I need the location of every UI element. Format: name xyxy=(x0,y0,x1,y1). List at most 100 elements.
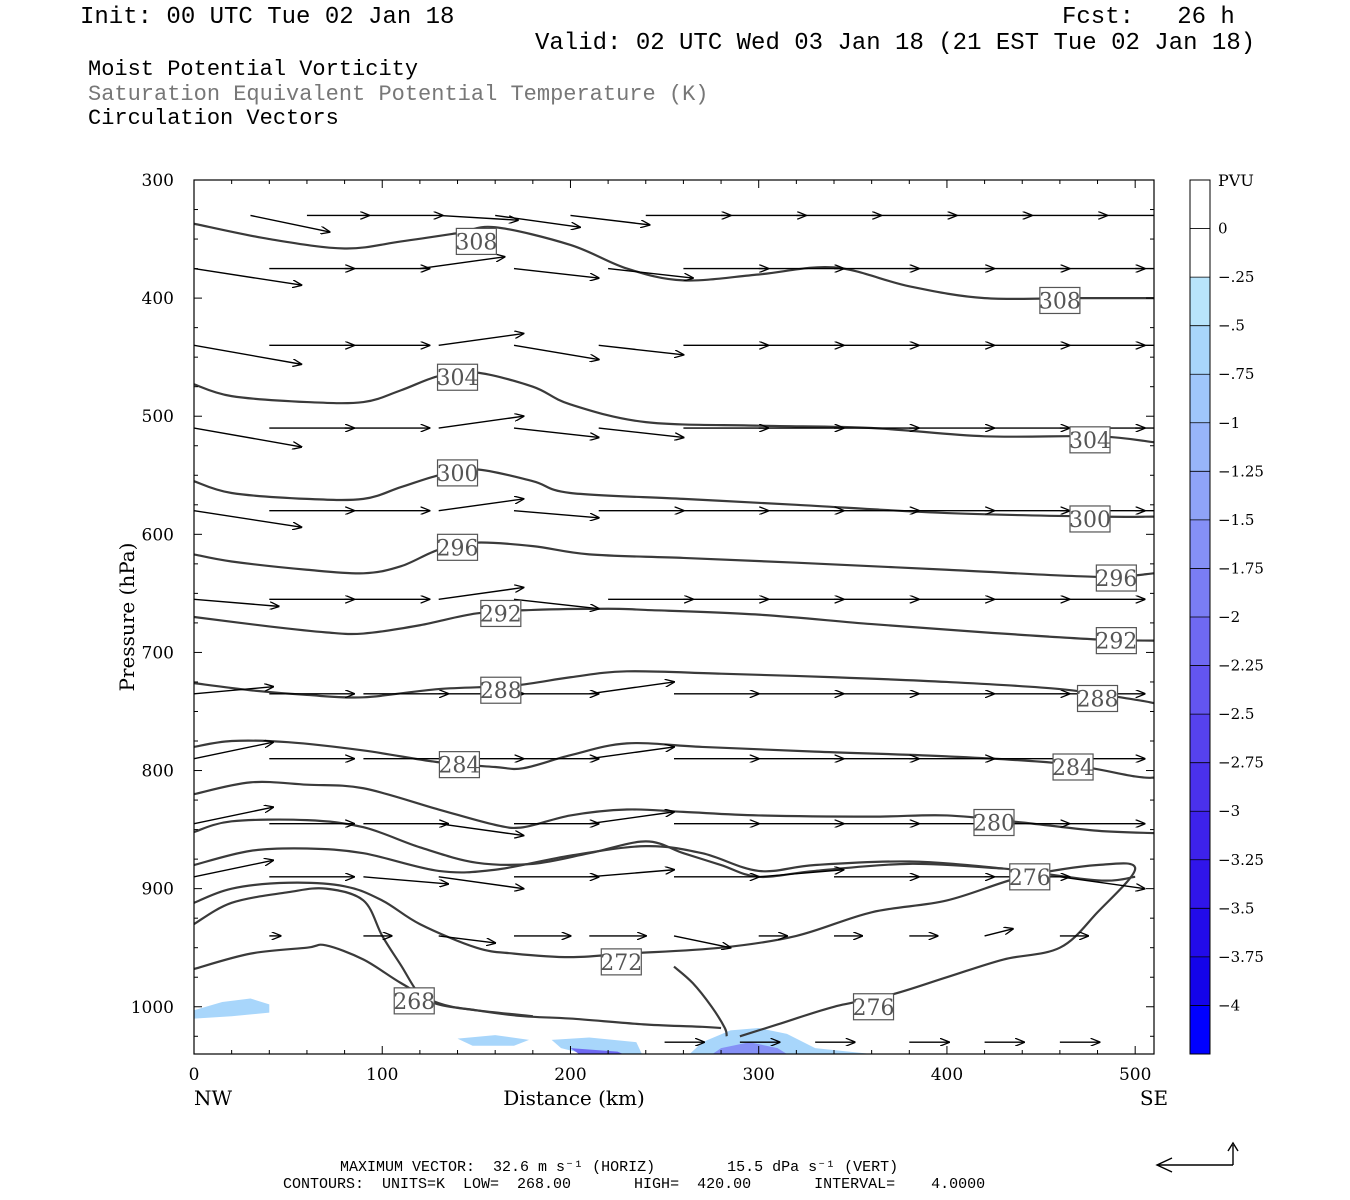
pv-region-2 xyxy=(551,1037,642,1054)
theta-contour-284 xyxy=(194,739,1154,779)
contour-label: 308 xyxy=(455,230,497,255)
colorbar-level-label: −3.25 xyxy=(1218,851,1264,869)
colorbar-level-label: −2 xyxy=(1218,608,1240,626)
contour-label-box xyxy=(438,751,481,779)
theta-contour-268 xyxy=(194,887,533,1018)
colorbar-level-label: −.25 xyxy=(1218,268,1254,286)
colorbar-swatch xyxy=(1190,1005,1210,1054)
colorbar-swatch xyxy=(1190,908,1210,957)
pv-region-3 xyxy=(689,1028,1154,1054)
contour-label: 284 xyxy=(438,754,480,779)
contour-label-box xyxy=(1095,627,1137,655)
contour-label: 288 xyxy=(480,679,522,704)
plot-layer xyxy=(194,214,1154,1054)
contour-label-box xyxy=(480,599,522,628)
contour-label-box xyxy=(973,808,1015,837)
colorbar-level-label: −2.5 xyxy=(1218,705,1254,723)
circulation-vector xyxy=(438,334,524,347)
colorbar-level-label: −4 xyxy=(1218,996,1240,1014)
circulation-vector xyxy=(194,598,279,606)
circulation-vector xyxy=(570,214,649,224)
x-end-label-se: SE xyxy=(1140,1086,1168,1110)
x-tick-label: 100 xyxy=(366,1065,398,1085)
colorbar-swatch xyxy=(1190,665,1210,715)
contour-label-box xyxy=(1095,564,1137,592)
x-tick-label: 300 xyxy=(742,1065,774,1085)
circulation-vector xyxy=(589,870,674,878)
contour-label: 268 xyxy=(393,990,435,1015)
circulation-vector xyxy=(758,870,844,878)
y-tick-label: 700 xyxy=(142,643,174,663)
contour-label: 308 xyxy=(1039,289,1081,314)
contour-label-box xyxy=(436,533,479,561)
circulation-vector xyxy=(438,876,524,889)
contour-info-note: CONTOURS: UNITS=K LOW= 268.00 HIGH= 420.… xyxy=(283,1176,986,1193)
contour-label-box xyxy=(1052,753,1094,781)
contour-label-box xyxy=(393,987,435,1015)
contour-label-box xyxy=(1039,286,1081,315)
colorbar-swatch xyxy=(1190,422,1210,472)
y-tick-label: 900 xyxy=(142,880,174,900)
forecast-hour: Fcst: 26 h xyxy=(1062,4,1235,31)
field-title-pv: Moist Potential Vorticity xyxy=(88,57,419,82)
circulation-vector xyxy=(438,214,518,220)
circulation-vector xyxy=(194,807,273,825)
circulation-vector xyxy=(438,822,524,836)
contour-label-box xyxy=(1069,426,1111,454)
circulation-vector xyxy=(513,427,599,437)
contour-label: 304 xyxy=(1069,429,1111,454)
circulation-vector xyxy=(1059,876,1145,889)
theta-contour-308 xyxy=(194,222,1154,301)
theta-contour-296 xyxy=(194,541,1154,578)
circulation-vector xyxy=(598,427,684,437)
contour-label: 292 xyxy=(480,602,522,627)
colorbar-level-label: −.75 xyxy=(1218,365,1254,383)
colorbar-swatch xyxy=(1190,811,1210,860)
colorbar-swatch xyxy=(1190,471,1210,520)
circulation-vector xyxy=(589,747,674,760)
circulation-vector xyxy=(194,510,301,528)
theta-contour-304 xyxy=(194,370,1154,444)
x-tick-label: 400 xyxy=(931,1065,963,1085)
pv-region-6 xyxy=(570,1048,624,1054)
contour-label-box xyxy=(1076,684,1119,713)
max-vector-note: MAXIMUM VECTOR: 32.6 m s⁻¹ (HORIZ) 15.5 … xyxy=(340,1159,899,1176)
contour-label: 300 xyxy=(437,462,479,487)
circulation-vector xyxy=(673,935,730,948)
circulation-vector xyxy=(363,876,448,884)
init-time: Init: 00 UTC Tue 02 Jan 18 xyxy=(80,4,455,31)
contour-label: 276 xyxy=(1009,866,1051,891)
theta-contour-292 xyxy=(194,607,1154,642)
pv-region-1 xyxy=(457,1035,530,1046)
contour-label: 288 xyxy=(1077,687,1119,712)
colorbar-level-label: −1.5 xyxy=(1218,511,1254,529)
y-tick-label: 400 xyxy=(142,289,174,309)
circulation-vector xyxy=(608,267,693,278)
colorbar-swatch xyxy=(1190,277,1210,326)
colorbar-level-label: −.5 xyxy=(1218,317,1245,335)
colorbar-swatch xyxy=(1190,374,1210,423)
circulation-vector xyxy=(438,587,524,600)
theta-contour-268 xyxy=(673,965,728,1037)
x-tick-label: 0 xyxy=(189,1065,200,1085)
circulation-vector xyxy=(419,257,505,270)
circulation-vector xyxy=(513,598,599,608)
contour-label: 292 xyxy=(1095,630,1137,655)
colorbar-swatch xyxy=(1190,180,1210,229)
circulation-vector xyxy=(598,344,684,354)
theta-contour-276 xyxy=(194,845,1136,882)
plot-frame xyxy=(193,179,1155,1055)
y-tick-label: 800 xyxy=(142,762,174,782)
y-tick-label: 1000 xyxy=(131,998,174,1018)
circulation-vector xyxy=(194,742,273,760)
theta-contour-288 xyxy=(194,670,1154,705)
contour-label-box xyxy=(1009,863,1051,891)
contour-label: 300 xyxy=(1069,508,1111,533)
colorbar-swatch xyxy=(1190,325,1210,375)
circulation-vector xyxy=(438,416,524,429)
x-axis-title: Distance (km) xyxy=(503,1086,645,1110)
colorbar-swatch xyxy=(1190,762,1210,812)
y-axis-title: Pressure (hPa) xyxy=(115,543,139,692)
colorbar-level-label: −3.75 xyxy=(1218,948,1264,966)
